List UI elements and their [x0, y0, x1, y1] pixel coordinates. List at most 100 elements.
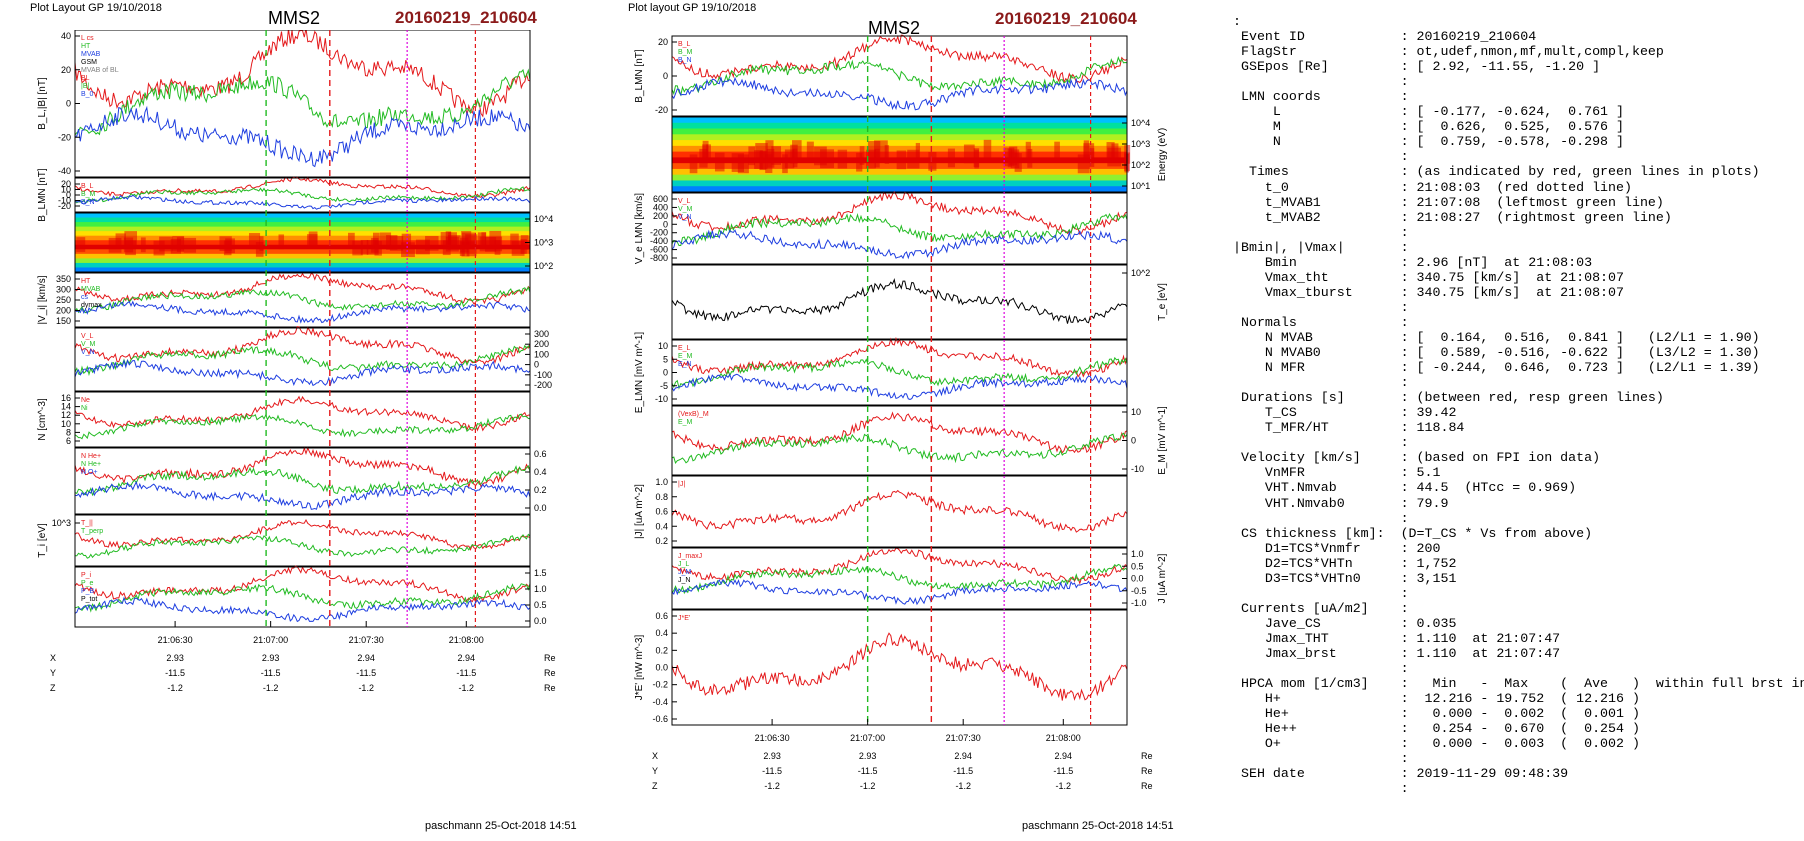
y-tick-label: 10^4: [534, 214, 553, 224]
y-tick-label: 1.5: [534, 568, 547, 578]
coord-label: X: [50, 653, 56, 663]
info-line: N : [ 0.759, -0.578, -0.298 ]: [1233, 134, 1624, 150]
spectrogram-patch: [465, 234, 478, 250]
spectrogram-patch: [425, 236, 439, 251]
series-line: [671, 356, 1128, 390]
series-line: [671, 55, 1128, 97]
legend-entry: E_N: [678, 361, 692, 368]
y-tick-label: 600: [653, 194, 668, 204]
coord-value: -1.2: [764, 781, 780, 791]
y-tick-label: 8: [66, 427, 71, 437]
y-tick-label: 100: [534, 349, 549, 359]
info-line: Bmin : 2.96 [nT] at 21:08:03: [1233, 254, 1593, 270]
y-tick-label: 10: [1131, 407, 1141, 417]
series-line: [74, 300, 531, 324]
panel-frame: [671, 475, 1128, 548]
y-axis-label: T_e [eV]: [1157, 283, 1168, 321]
spectrogram-patch: [837, 149, 848, 169]
y-tick-label: 0.6: [655, 611, 668, 621]
spectrogram-patch: [771, 146, 782, 165]
y-axis-label: E_M [mV m^-1]: [1157, 406, 1168, 475]
info-line: T_MFR/HT : 118.84: [1233, 420, 1465, 436]
spectrogram-patch: [108, 237, 122, 253]
info-line: D2=TCS*VHTn : 1,752: [1233, 555, 1457, 571]
series-line: [671, 191, 1128, 235]
info-line: He++ : 0.254 - 0.670 ( 0.254 ): [1233, 721, 1640, 737]
spectrogram-band: [672, 122, 1127, 130]
coord-label: X: [652, 751, 658, 761]
left-spacecraft-title: MMS2: [268, 8, 321, 28]
legend-entry: E_M: [678, 353, 693, 360]
info-line: Vmax_tburst : 340.75 [km/s] at 21:08:07: [1233, 284, 1624, 300]
coord-unit: Re: [1141, 751, 1153, 761]
legend-entry: P_e: [81, 580, 94, 587]
y-axis-label: T_i [eV]: [37, 523, 48, 558]
coord-value: -11.5: [1053, 766, 1073, 776]
coord-value: -1.2: [1056, 781, 1072, 791]
series-line: [671, 563, 1128, 595]
panel: 0.6 0.4 0.2 0.0 -0.2 -0.4 -0.6 J*E' [nW m^-3] J*…: [634, 609, 1128, 726]
panel: 1.51.00.50.0P [nPa]P_iP_eP_BP_tot: [74, 565, 547, 628]
spectrogram-patch: [183, 237, 197, 253]
legend-entry: HT: [81, 278, 91, 285]
y-tick-label: 0.0: [534, 616, 547, 626]
y-tick-label: 0.0: [534, 503, 547, 513]
energy-spectrogram: [672, 117, 1131, 193]
y-tick-label: 150: [56, 316, 71, 326]
y-tick-label: -800: [650, 253, 668, 263]
spectrogram-patch: [347, 232, 355, 248]
info-line: :: [1233, 74, 1409, 90]
spectrogram-band: [75, 244, 530, 250]
series-line: [74, 358, 531, 387]
legend-entry: HT: [81, 43, 91, 50]
spectrogram-patch: [806, 141, 814, 161]
series-line: [74, 446, 531, 489]
spectrogram-patch: [1107, 147, 1121, 167]
coord-value: -11.5: [165, 668, 185, 678]
panel: 1.0 0.8 0.6 0.4 0.2 |J| [uA m^-2] |J|: [634, 475, 1128, 548]
legend-entry: V_L: [81, 333, 94, 340]
info-line: :: [1233, 781, 1409, 797]
panel-frame: [671, 35, 1128, 117]
y-tick-label: -0.4: [652, 697, 668, 707]
spectrogram-band: [672, 168, 1127, 176]
series-line: [74, 583, 531, 613]
spectrogram-patch: [1025, 141, 1031, 161]
legend-entry: B_N: [678, 57, 692, 64]
legend-entry: J*E': [678, 615, 690, 622]
spectrogram-patch: [784, 149, 795, 169]
spectrogram-patch: [792, 140, 802, 159]
info-line: Times : (as indicated by red, green line…: [1233, 164, 1760, 180]
y-tick-label: -600: [650, 245, 668, 255]
info-line: LMN coords :: [1233, 89, 1409, 105]
spectrogram-band: [672, 134, 1127, 141]
info-line: t_MVAB2 : 21:08:27 (rightmost green line…: [1233, 209, 1672, 225]
y-tick-label: -100: [534, 370, 552, 380]
info-line: Jmax_brst : 1.110 at 21:07:47: [1233, 645, 1561, 661]
y-tick-label: 10: [61, 419, 71, 429]
series-line: [74, 286, 531, 314]
spectrogram-band: [75, 258, 530, 264]
series-line: [74, 464, 531, 497]
y-tick-label: 0: [663, 368, 668, 378]
info-line: :: [1233, 510, 1409, 526]
middle-header-small: Plot layout GP 19/10/2018: [628, 2, 757, 14]
legend-entry: N He+: [81, 453, 101, 460]
y-tick-label: 10^4: [1131, 118, 1150, 128]
y-tick-label: 10^3: [1131, 139, 1150, 149]
legend-entry: J_L: [678, 561, 689, 568]
legend-entry: B_L: [678, 41, 691, 48]
y-tick-label: 1.0: [534, 584, 547, 594]
series-line: [671, 632, 1128, 701]
coord-unit: Re: [544, 653, 556, 663]
spectrogram-band: [75, 213, 530, 219]
legend-entry: J_M: [678, 569, 691, 576]
series-line: [74, 596, 531, 623]
y-tick-label: 200: [534, 339, 549, 349]
y-axis-label: B_LMN [nT]: [634, 49, 645, 103]
series-line: [74, 272, 531, 305]
legend-entry: P_i: [81, 572, 92, 579]
spectrogram-patch: [689, 154, 698, 174]
info-line: HPCA mom [1/cm3] : Min - Max ( Ave ) wit…: [1233, 676, 1804, 692]
info-line: t_0 : 21:08:03 (red dotted line): [1233, 179, 1632, 195]
